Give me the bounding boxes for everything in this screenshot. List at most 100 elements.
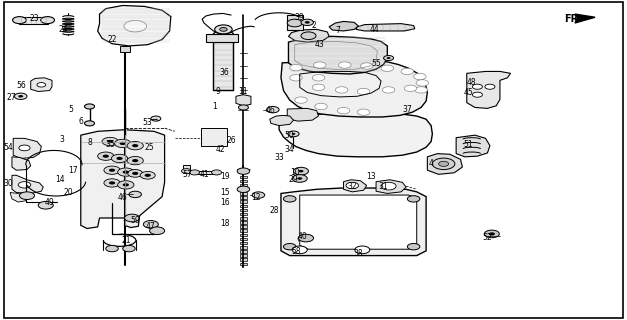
Circle shape xyxy=(292,133,295,135)
Text: 37: 37 xyxy=(403,105,412,114)
Bar xyxy=(240,263,246,265)
Polygon shape xyxy=(281,188,426,256)
Text: 6: 6 xyxy=(78,117,83,126)
Text: 53: 53 xyxy=(143,118,152,127)
Polygon shape xyxy=(288,36,387,74)
Text: 32: 32 xyxy=(347,182,357,191)
Bar xyxy=(240,184,246,187)
Bar xyxy=(240,238,246,240)
Circle shape xyxy=(301,19,314,26)
Circle shape xyxy=(283,244,296,250)
Circle shape xyxy=(292,246,307,254)
Circle shape xyxy=(38,201,53,209)
Polygon shape xyxy=(279,113,433,157)
Text: 40: 40 xyxy=(297,232,307,241)
Circle shape xyxy=(237,186,250,193)
Circle shape xyxy=(219,28,227,31)
Text: 31: 31 xyxy=(379,182,388,191)
Bar xyxy=(240,192,246,195)
Text: FR.: FR. xyxy=(564,14,582,24)
Circle shape xyxy=(123,245,135,252)
Polygon shape xyxy=(356,24,415,31)
Circle shape xyxy=(381,182,396,190)
Circle shape xyxy=(118,168,134,176)
Text: 43: 43 xyxy=(315,40,325,49)
Bar xyxy=(120,46,130,52)
Circle shape xyxy=(416,80,429,86)
Text: 25: 25 xyxy=(145,143,154,152)
Circle shape xyxy=(124,20,147,32)
Circle shape xyxy=(41,17,55,24)
Circle shape xyxy=(112,154,128,163)
Circle shape xyxy=(128,170,143,177)
Polygon shape xyxy=(98,5,171,46)
Circle shape xyxy=(292,175,307,182)
Circle shape xyxy=(266,107,279,113)
Bar xyxy=(240,213,246,215)
Circle shape xyxy=(19,145,30,151)
Text: 1: 1 xyxy=(213,102,217,111)
Polygon shape xyxy=(428,154,462,174)
Text: 36: 36 xyxy=(220,68,229,77)
Text: 45: 45 xyxy=(464,88,473,97)
Text: 8: 8 xyxy=(88,138,93,147)
Polygon shape xyxy=(466,71,510,108)
Circle shape xyxy=(252,192,265,198)
Circle shape xyxy=(315,103,327,110)
Circle shape xyxy=(361,63,373,69)
Bar xyxy=(19,17,48,24)
Text: 27: 27 xyxy=(6,93,16,102)
Text: 58: 58 xyxy=(291,247,301,256)
Text: 7: 7 xyxy=(335,27,340,36)
Text: 22: 22 xyxy=(107,35,117,44)
Circle shape xyxy=(357,109,370,116)
Circle shape xyxy=(132,144,139,147)
Text: 54: 54 xyxy=(3,143,13,152)
Bar xyxy=(183,165,189,173)
Circle shape xyxy=(298,234,314,242)
Polygon shape xyxy=(81,130,165,228)
Circle shape xyxy=(381,65,394,71)
Circle shape xyxy=(98,152,114,160)
Polygon shape xyxy=(575,14,595,23)
Text: 33: 33 xyxy=(274,153,284,162)
Circle shape xyxy=(127,141,144,150)
Text: 41: 41 xyxy=(199,171,209,180)
Text: 10: 10 xyxy=(290,168,300,177)
Circle shape xyxy=(13,17,26,24)
Polygon shape xyxy=(31,78,52,92)
Polygon shape xyxy=(344,180,367,192)
Polygon shape xyxy=(12,175,43,194)
Circle shape xyxy=(314,62,326,68)
Circle shape xyxy=(408,196,420,202)
Bar xyxy=(240,225,246,228)
Text: 46: 46 xyxy=(266,106,276,115)
Circle shape xyxy=(355,246,370,254)
Bar xyxy=(240,229,246,232)
Text: 18: 18 xyxy=(220,219,229,228)
Text: 52: 52 xyxy=(483,233,492,242)
Text: 38: 38 xyxy=(354,249,364,258)
Text: 57: 57 xyxy=(182,171,192,180)
Polygon shape xyxy=(270,116,293,125)
Text: 34: 34 xyxy=(285,145,295,154)
Circle shape xyxy=(415,87,428,93)
Text: 24: 24 xyxy=(58,25,68,34)
Circle shape xyxy=(404,85,417,92)
Circle shape xyxy=(118,181,134,189)
Circle shape xyxy=(237,168,250,174)
Text: 46: 46 xyxy=(118,193,127,202)
Text: 3: 3 xyxy=(60,135,65,144)
Circle shape xyxy=(120,142,126,145)
Bar xyxy=(206,34,238,42)
Circle shape xyxy=(132,159,139,162)
Text: 14: 14 xyxy=(55,175,65,184)
Bar xyxy=(240,221,246,224)
Bar xyxy=(240,246,246,249)
Circle shape xyxy=(301,32,316,40)
Text: 28: 28 xyxy=(270,206,280,215)
Text: 42: 42 xyxy=(216,145,226,154)
Circle shape xyxy=(144,220,159,228)
Circle shape xyxy=(106,245,119,252)
Circle shape xyxy=(401,68,414,75)
